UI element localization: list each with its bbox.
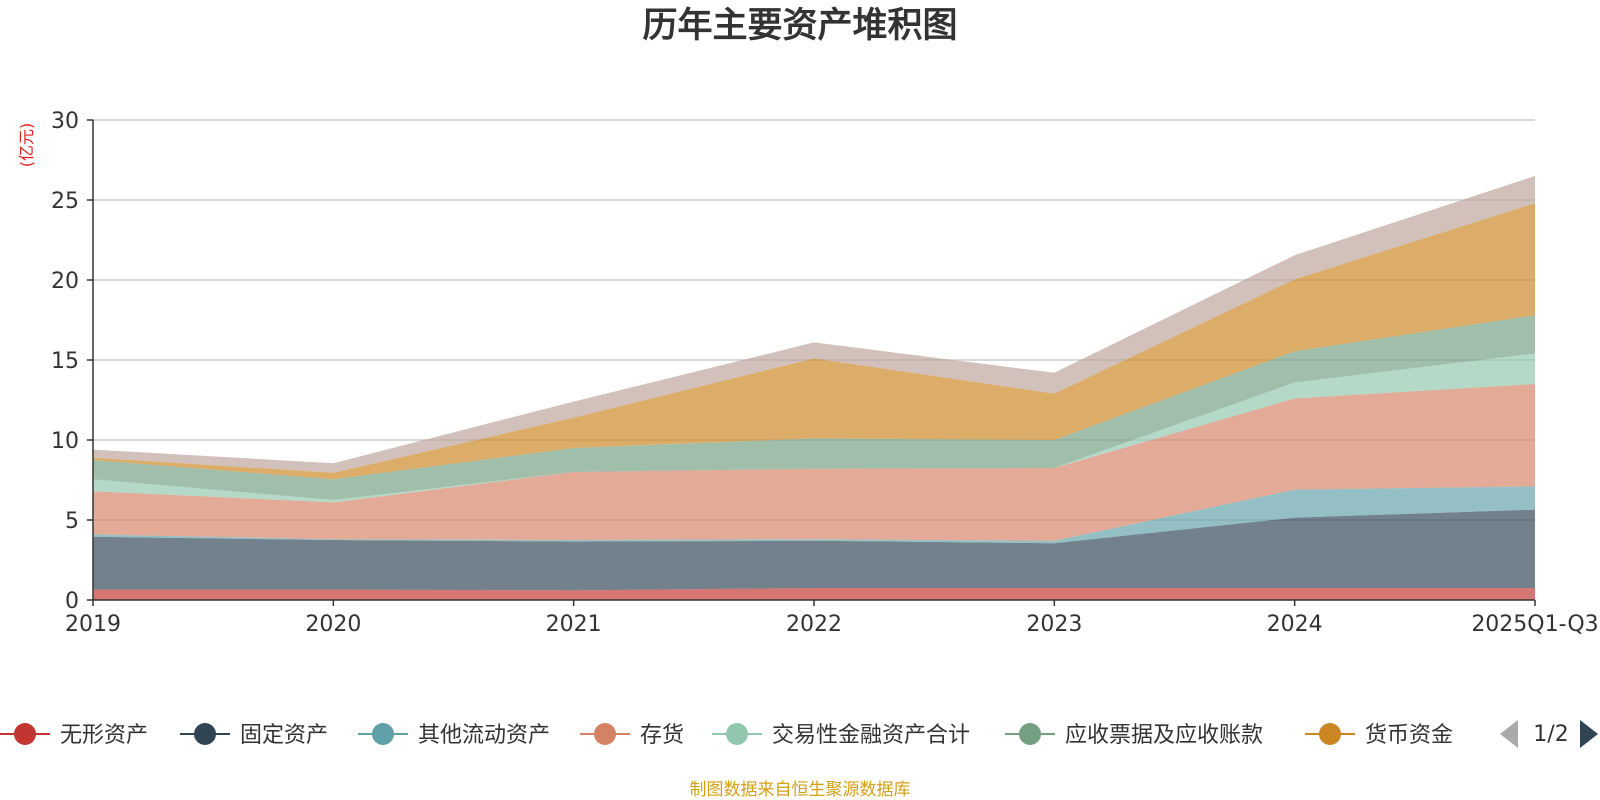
- y-tick-label: 5: [65, 509, 79, 534]
- legend-marker: [194, 723, 216, 745]
- x-tick-label: 2022: [786, 612, 842, 637]
- legend-page-indicator: 1/2: [1533, 722, 1568, 747]
- y-tick-label: 10: [51, 429, 79, 454]
- x-tick-label: 2020: [305, 612, 361, 637]
- y-tick-label: 25: [51, 189, 79, 214]
- legend-marker: [372, 723, 394, 745]
- legend-marker: [1319, 723, 1341, 745]
- legend-label: 存货: [640, 723, 684, 748]
- x-tick-label: 2024: [1267, 612, 1323, 637]
- area-series-2: [93, 486, 1535, 544]
- legend-item[interactable]: 存货: [580, 723, 684, 748]
- area-series-1: [93, 509, 1535, 591]
- area-series-6: [93, 203, 1535, 480]
- legend-marker: [726, 723, 748, 745]
- legend-prev-page-icon[interactable]: [1500, 720, 1518, 748]
- legend-item[interactable]: 无形资产: [0, 723, 148, 748]
- legend-marker: [14, 723, 36, 745]
- x-tick-label: 2021: [546, 612, 602, 637]
- legend-label: 固定资产: [240, 723, 328, 748]
- legend: 无形资产 固定资产 其他流动资产 存货 交易性金融资产合计 应收票据及应收账款 货币资金: [0, 723, 1453, 748]
- legend-item[interactable]: 货币资金: [1305, 723, 1453, 748]
- data-source-note: 制图数据来自恒生聚源数据库: [690, 780, 911, 800]
- legend-label: 无形资产: [60, 723, 148, 748]
- legend-item[interactable]: 固定资产: [180, 723, 328, 748]
- x-tick-label: 2025Q1-Q3: [1471, 612, 1598, 637]
- area-series-0: [93, 588, 1535, 600]
- legend-marker: [1019, 723, 1041, 745]
- area-series-5: [93, 315, 1535, 500]
- x-tick-label: 2023: [1026, 612, 1082, 637]
- legend-label: 交易性金融资产合计: [772, 723, 970, 748]
- legend-pager: 1/2: [1500, 720, 1598, 748]
- legend-item[interactable]: 应收票据及应收账款: [1005, 723, 1263, 748]
- legend-label: 应收票据及应收账款: [1065, 723, 1263, 748]
- x-tick-label: 2019: [65, 612, 121, 637]
- legend-next-page-icon[interactable]: [1580, 720, 1598, 748]
- legend-marker: [594, 723, 616, 745]
- area-series-3: [93, 384, 1535, 541]
- y-tick-label: 30: [51, 109, 79, 134]
- y-tick-label: 20: [51, 269, 79, 294]
- chart-title: 历年主要资产堆积图: [642, 6, 957, 46]
- y-tick-label: 0: [65, 589, 79, 614]
- area-series-group: [93, 176, 1535, 600]
- legend-label: 货币资金: [1365, 723, 1453, 748]
- legend-item[interactable]: 其他流动资产: [358, 723, 550, 748]
- legend-label: 其他流动资产: [418, 723, 550, 748]
- y-tick-label: 15: [51, 349, 79, 374]
- legend-item[interactable]: 交易性金融资产合计: [712, 723, 970, 748]
- y-axis-unit-label: (亿元): [17, 123, 36, 168]
- axes: 0 5 10 15 20 25 30 2019 2020 2021 2022 2023 2024 2025…: [51, 109, 1599, 637]
